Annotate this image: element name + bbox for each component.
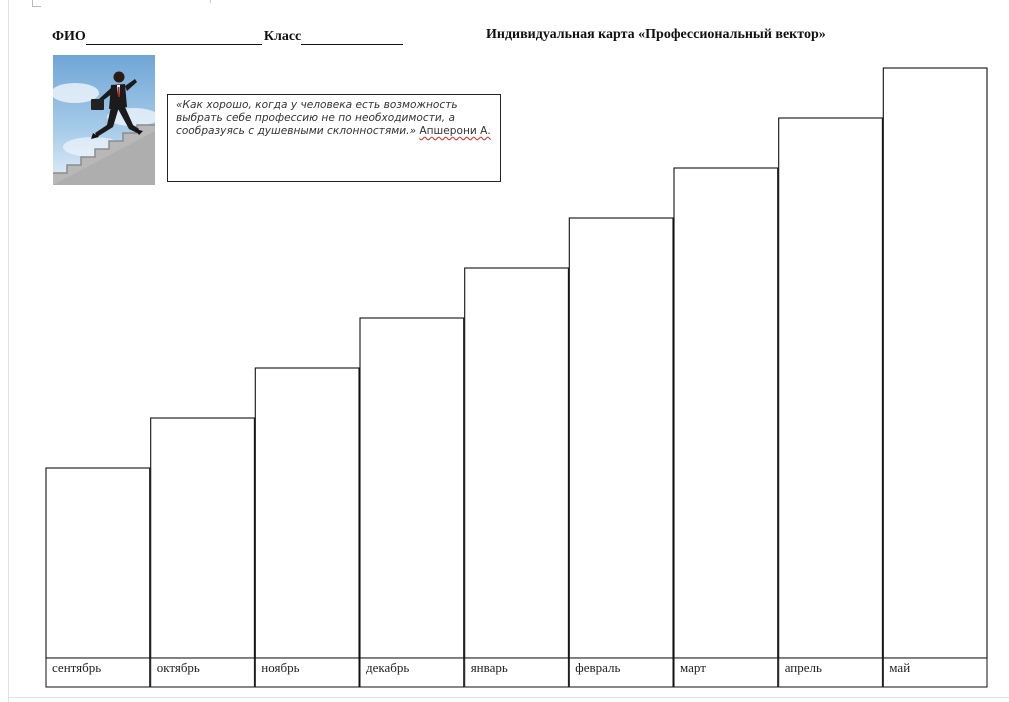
class-blank-line[interactable]: [301, 30, 404, 45]
quote-author: Апшерони А.: [419, 125, 491, 137]
bar-2: [150, 417, 255, 659]
fio-label: ФИО: [52, 29, 86, 44]
student-header: ФИО Класс: [52, 27, 404, 45]
margin-tick-mark: [210, 0, 214, 3]
bar-6: [568, 217, 674, 659]
month-cell-4: [359, 657, 465, 688]
bar-9: [882, 67, 988, 659]
class-label: Класс: [263, 29, 302, 44]
month-cell-1: [45, 657, 151, 688]
fio-blank-line[interactable]: [85, 30, 262, 45]
month-cell-6: [568, 657, 674, 688]
page-edge-bottom: [8, 697, 1009, 698]
month-cell-2: [150, 657, 255, 688]
margin-corner-mark: [32, 0, 41, 7]
bar-7: [673, 167, 779, 659]
bar-3: [254, 367, 360, 659]
bar-8: [778, 117, 883, 659]
quote-box: «Как хорошо, когда у человека есть возмо…: [167, 94, 501, 182]
month-cell-8: [778, 657, 883, 688]
month-label: сентябрь: [52, 660, 101, 675]
quote-text: «Как хорошо, когда у человека есть возмо…: [176, 99, 458, 137]
month-label: декабрь: [366, 660, 409, 675]
page-edge-left: [8, 0, 9, 702]
bar-5: [464, 267, 569, 659]
month-label: май: [889, 660, 910, 675]
month-cell-9: [882, 657, 988, 688]
month-label: апрель: [785, 660, 822, 675]
month-label: ноябрь: [261, 660, 299, 675]
month-label: январь: [471, 660, 508, 675]
month-label: февраль: [575, 660, 620, 675]
month-label: октябрь: [157, 660, 200, 675]
page-title: Индивидуальная карта «Профессиональный в…: [486, 27, 826, 42]
month-cell-7: [673, 657, 779, 688]
businessman-climbing-stairs-icon: [53, 55, 155, 185]
month-label: март: [680, 660, 706, 675]
bar-1: [45, 467, 151, 659]
bar-4: [359, 317, 465, 659]
month-cell-5: [464, 657, 569, 688]
month-cell-3: [254, 657, 360, 688]
